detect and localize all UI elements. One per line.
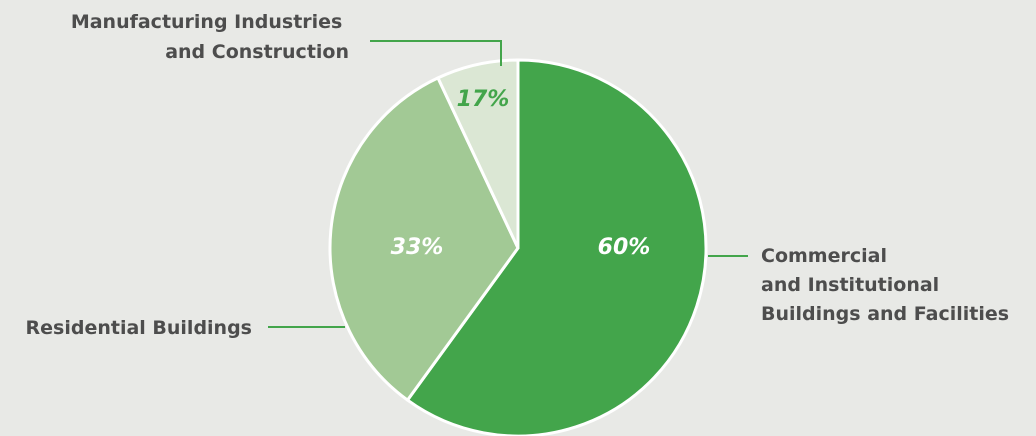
slice-value-label-commercial: 60% xyxy=(598,235,651,260)
pie-slice-manufacturing xyxy=(436,58,520,250)
category-label-commercial-line-1: Commercial xyxy=(761,245,887,267)
pie-slice-commercial xyxy=(405,58,708,436)
category-label-residential-line-1: Residential Buildings xyxy=(26,317,252,339)
category-label-manufacturing: Manufacturing Industries and Constructio… xyxy=(71,11,349,63)
category-label-manufacturing-line-2: and Construction xyxy=(165,41,349,63)
pie-slices xyxy=(328,58,708,436)
category-label-commercial-line-3: Buildings and Facilities xyxy=(761,303,1009,325)
category-label-manufacturing-line-1: Manufacturing Industries xyxy=(71,11,343,33)
category-label-commercial: Commercial and Institutional Buildings a… xyxy=(761,245,1009,325)
slice-value-label-manufacturing: 17% xyxy=(457,87,510,112)
pie-slice-residential xyxy=(328,76,520,402)
callout-line-manufacturing xyxy=(370,40,502,66)
category-label-residential: Residential Buildings xyxy=(26,317,252,339)
slice-value-label-residential: 33% xyxy=(391,235,444,260)
category-label-commercial-line-2: and Institutional xyxy=(761,274,939,296)
callout-lines xyxy=(268,40,748,328)
